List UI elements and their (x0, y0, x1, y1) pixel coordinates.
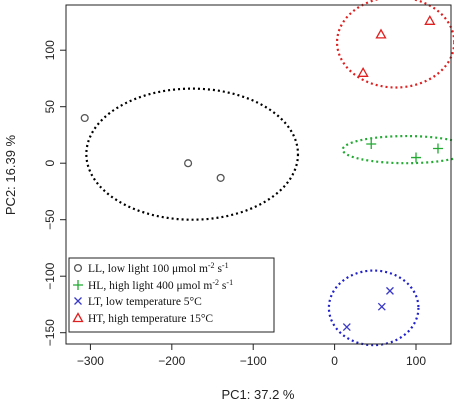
y-tick-label: −100 (43, 262, 57, 289)
confidence-ellipse (85, 87, 300, 221)
data-point-triangle (357, 66, 369, 77)
points-layer (80, 14, 443, 332)
data-point-circle (216, 173, 225, 182)
data-point-cross (377, 302, 386, 311)
y-tick-label: 0 (43, 160, 57, 167)
x-tick-label: −100 (240, 354, 267, 368)
y-tick-label: 100 (43, 40, 57, 60)
y-axis-label: PC2: 16.39 % (3, 134, 18, 215)
y-tick-label: −50 (43, 209, 57, 230)
x-axis: −300 −200 −100 0 100 (77, 343, 426, 368)
y-tick-label: −150 (43, 319, 57, 346)
y-axis: −150 −100 −50 0 50 100 (43, 40, 66, 346)
data-point-triangle (424, 14, 436, 25)
legend: LL, low light 100 μmol m-2 s-1 HL, high l… (68, 257, 275, 333)
x-tick-label: −300 (77, 354, 104, 368)
x-tick-label: −200 (158, 354, 185, 368)
data-point-plus (411, 152, 421, 163)
data-point-cross (385, 286, 394, 295)
x-tick-label: 100 (406, 354, 426, 368)
confidence-ellipse (327, 269, 420, 347)
legend-entry: HT, high temperature 15°C (88, 313, 213, 325)
legend-marker-plus (73, 280, 83, 290)
confidence-ellipse (341, 134, 454, 165)
confidence-ellipse (335, 0, 454, 89)
data-point-circle (184, 159, 193, 168)
x-axis-label: PC1: 37.2 % (222, 387, 295, 402)
legend-entry: LT, low temperature 5°C (88, 296, 202, 308)
data-point-circle (80, 113, 89, 123)
legend-marker-circle (73, 263, 83, 273)
legend-box (68, 257, 275, 333)
data-point-triangle (375, 28, 387, 39)
data-point-cross (342, 323, 351, 332)
data-point-plus (432, 143, 443, 154)
data-point-plus (366, 138, 377, 149)
legend-entry: LL, low light 100 μmol m-2 s-1 (88, 261, 229, 275)
x-tick-label: 0 (331, 354, 338, 368)
legend-marker-cross (74, 297, 82, 305)
y-tick-label: 50 (43, 100, 57, 114)
legend-entry: HL, high light 400 μmol m-2 s-1 (88, 278, 233, 292)
legend-marker-triangle (72, 312, 84, 323)
ellipses-layer (85, 0, 454, 347)
